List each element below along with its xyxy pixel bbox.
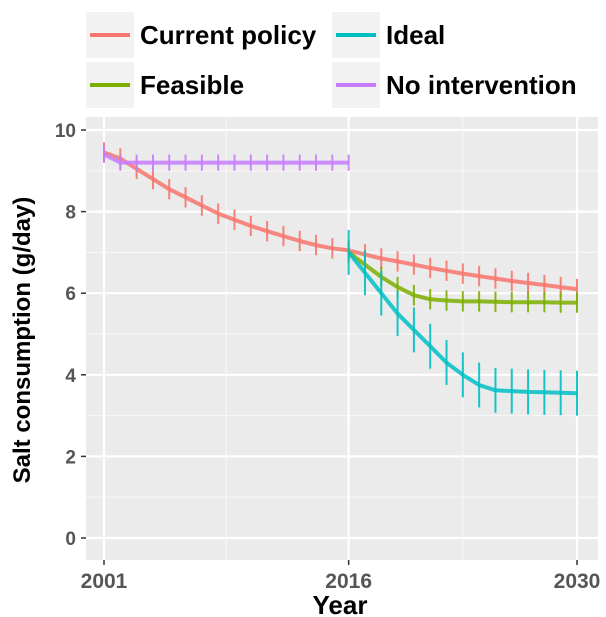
series-no-intervention — [103, 146, 350, 171]
series-ideal — [347, 229, 578, 416]
series-line-no-intervention — [103, 152, 349, 165]
x-tick-label: 2001 — [81, 570, 128, 593]
grid-lines — [86, 117, 598, 560]
x-tick-label: 2030 — [554, 570, 601, 593]
axis-ticks: 0 2 4 6 8 10 2001 2016 2030 — [55, 121, 601, 593]
legend-label-current-policy: Current policy — [140, 20, 317, 50]
y-tick-label: 4 — [65, 366, 76, 387]
y-tick-label: 10 — [55, 121, 76, 142]
x-tick-label: 2016 — [325, 570, 372, 593]
legend-label-feasible: Feasible — [140, 70, 244, 100]
legend-label-ideal: Ideal — [386, 20, 445, 50]
legend-label-no-intervention: No intervention — [386, 70, 577, 100]
y-tick-label: 6 — [65, 284, 76, 305]
series-layer — [103, 142, 578, 416]
y-tick-label: 0 — [65, 529, 76, 550]
y-axis-title: Salt consumption (g/day) — [9, 197, 36, 484]
y-tick-label: 2 — [65, 447, 76, 468]
y-tick-label: 8 — [65, 203, 76, 224]
legend: Current policy Feasible Ideal No interve… — [86, 12, 577, 108]
x-axis-title: Year — [313, 590, 368, 617]
series-line-current-policy — [103, 150, 578, 292]
